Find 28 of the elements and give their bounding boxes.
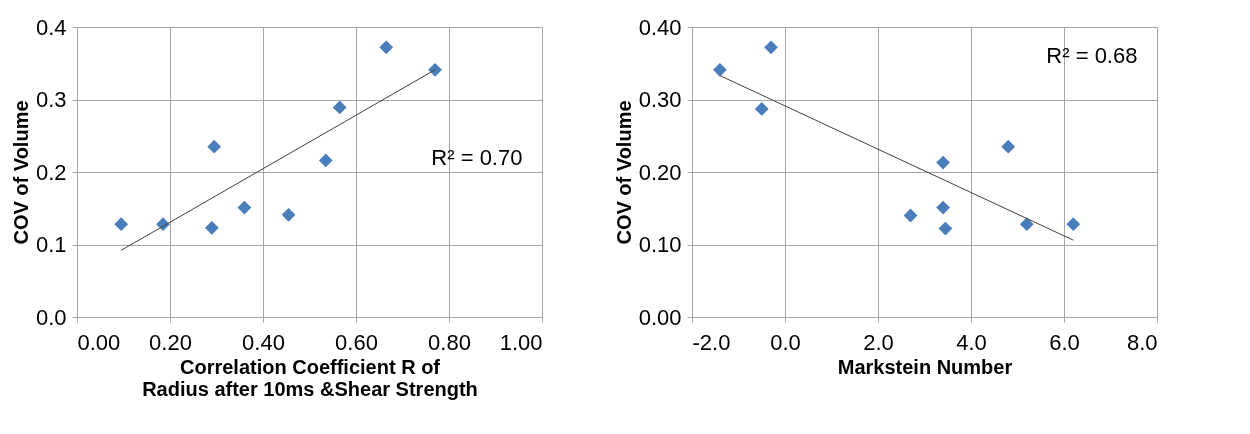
y-tick-label: 0.3 [35, 87, 67, 112]
x-tick-label: 0.00 [77, 329, 121, 355]
y-tick-label: 0.00 [638, 304, 682, 330]
y-tick-label: 0.10 [638, 232, 682, 257]
x-tick-label: 8.0 [1126, 329, 1158, 355]
y-tick-label: 0.4 [35, 14, 67, 40]
x-tick-label: 0.40 [242, 329, 285, 355]
x-tick-label: 4.0 [956, 329, 987, 355]
annotation: R² = 0.68 [1046, 43, 1138, 68]
y-tick-label: 0.40 [638, 14, 682, 40]
x-tick-label: 0.60 [335, 329, 378, 355]
y-axis-title: COV of Volume [9, 100, 32, 245]
x-tick-label: 2.0 [863, 329, 894, 355]
annotation: R² = 0.70 [431, 144, 523, 170]
x-tick-label: -2.0 [692, 329, 731, 355]
y-tick-label: 0.0 [35, 304, 67, 330]
x-tick-label: 1.00 [499, 329, 543, 355]
y-axis-title: COV of Volume [612, 100, 635, 245]
y-tick-label: 0.2 [35, 159, 67, 185]
y-tick-label: 0.20 [638, 159, 682, 185]
x-axis-title: Markstein Number [837, 355, 1013, 378]
y-tick-label: 0.1 [35, 232, 67, 257]
x-tick-label: 0.20 [149, 329, 192, 355]
y-tick-label: 0.30 [638, 87, 682, 112]
x-tick-label: 0.80 [428, 329, 471, 355]
x-tick-label: 0.0 [770, 329, 801, 355]
x-tick-label: 6.0 [1049, 329, 1080, 355]
x-axis-title: Correlation Coefficient R of Radius after 10ms &Shear Strength [142, 355, 478, 400]
